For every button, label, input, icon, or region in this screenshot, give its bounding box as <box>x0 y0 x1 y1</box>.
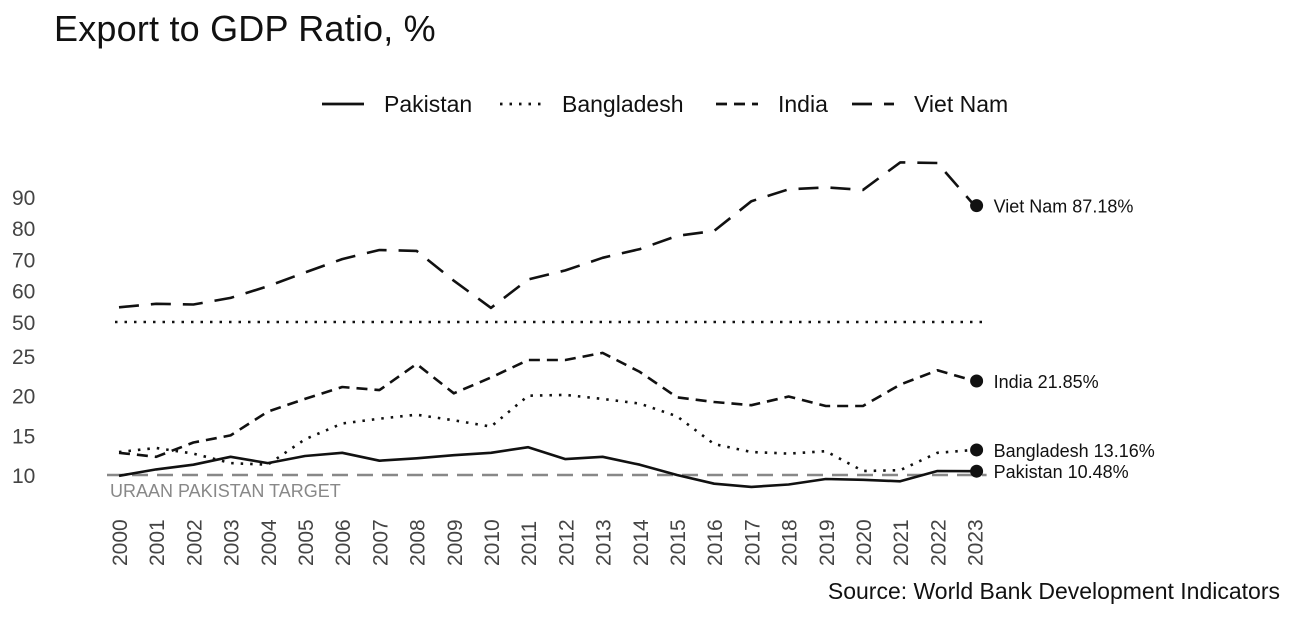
x-tick-label: 2020 <box>853 519 876 566</box>
end-point-india <box>970 374 984 388</box>
x-tick-label: 2006 <box>332 519 355 566</box>
series-line-pakistan <box>118 445 975 489</box>
x-tick-label: 2002 <box>183 519 206 566</box>
end-point-viet-nam <box>970 199 984 213</box>
x-tick-label: 2000 <box>109 519 132 566</box>
series-line-bangladesh <box>118 393 975 473</box>
y-tick-label: 80 <box>12 218 35 241</box>
x-tick-label: 2021 <box>890 519 913 566</box>
x-tick-label: 2013 <box>593 519 616 566</box>
series-layer <box>118 161 976 489</box>
y-tick-label: 25 <box>12 346 35 369</box>
legend-label-pakistan: Pakistan <box>384 91 472 117</box>
x-tick-label: 2004 <box>258 519 281 566</box>
legend-label-bangladesh: Bangladesh <box>562 91 684 117</box>
end-label-viet-nam: Viet Nam 87.18% <box>994 197 1134 217</box>
chart-source-note: Source: World Bank Development Indicator… <box>827 578 1280 604</box>
end-markers-layer: Pakistan 10.48%Bangladesh 13.16% India 21… <box>970 197 1155 482</box>
x-tick-label: 2014 <box>630 519 653 566</box>
x-tick-label: 2011 <box>518 521 541 566</box>
legend-label-india: India <box>778 91 828 117</box>
y-tick-label: 20 <box>12 386 35 409</box>
end-point-bangladesh <box>970 443 984 457</box>
reference-layer: URAAN PAKISTAN TARGET <box>107 320 987 501</box>
x-tick-label: 2010 <box>481 519 504 566</box>
series-line-viet-nam <box>118 161 976 310</box>
y-tick-label: 15 <box>12 425 35 448</box>
y-axis-ticks: 10 15 20 25 50 60 70 80 90 <box>12 187 35 488</box>
x-axis-ticks: 2000 2001 2002 2003 2004 2005 2006 2007 2008 2009… <box>109 519 988 566</box>
x-tick-label: 2005 <box>295 519 318 566</box>
legend: Pakistan Bangladesh India Viet Nam <box>322 91 1008 117</box>
x-tick-label: 2012 <box>555 519 578 566</box>
x-tick-label: 2023 <box>965 519 988 566</box>
y-tick-label: 70 <box>12 249 35 272</box>
y-tick-label: 50 <box>12 312 35 335</box>
end-label-india: India 21.85% <box>994 372 1099 392</box>
x-tick-label: 2019 <box>816 519 839 566</box>
x-tick-label: 2001 <box>146 519 169 566</box>
target-label: URAAN PAKISTAN TARGET <box>110 481 341 501</box>
x-tick-label: 2016 <box>704 519 727 566</box>
y-tick-label: 10 <box>12 465 35 488</box>
chart-title: Export to GDP Ratio, % <box>54 8 436 49</box>
x-tick-label: 2003 <box>221 519 244 566</box>
x-tick-label: 2007 <box>369 519 392 566</box>
y-tick-label: 60 <box>12 281 35 304</box>
x-tick-label: 2018 <box>779 519 802 566</box>
y-tick-label: 90 <box>12 187 35 210</box>
x-tick-label: 2017 <box>741 519 764 566</box>
x-tick-label: 2008 <box>407 519 430 566</box>
end-point-pakistan <box>970 464 984 478</box>
x-tick-label: 2015 <box>667 519 690 566</box>
end-label-pakistan: Pakistan 10.48% <box>994 462 1129 482</box>
series-line-india <box>118 351 975 459</box>
x-tick-label: 2022 <box>927 519 950 566</box>
legend-label-viet-nam: Viet Nam <box>914 91 1008 117</box>
end-label-bangladesh: Bangladesh 13.16% <box>994 441 1155 461</box>
x-tick-label: 2009 <box>444 519 467 566</box>
